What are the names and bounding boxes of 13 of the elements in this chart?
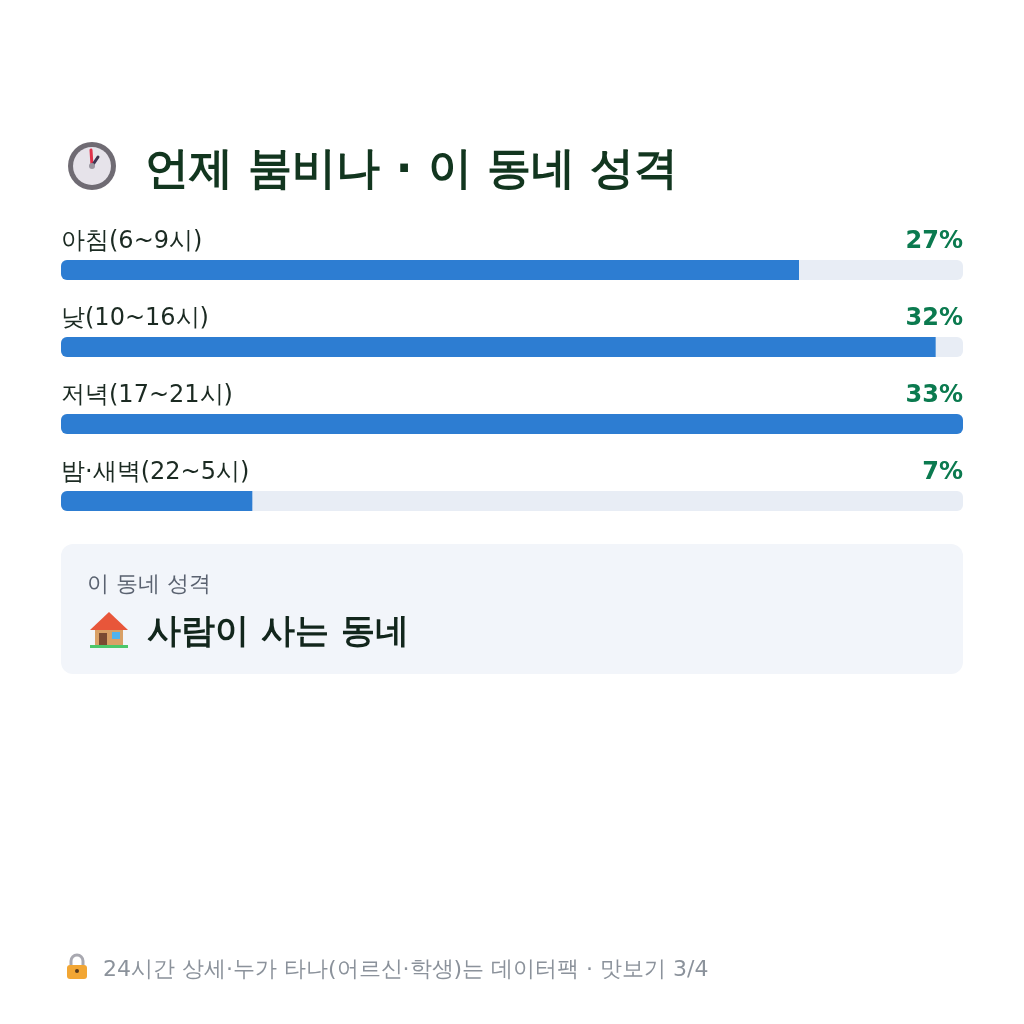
y-tick-label: 아침(6~9시) — [61, 226, 203, 254]
data-label: 33% — [905, 380, 963, 408]
bar — [61, 491, 253, 511]
chart-title: 언제 붐비나 · 이 동네 성격 — [145, 142, 679, 193]
text: 24시간 상세·누가 타나(어르신·학생)는 데이터팩 · 맛보기 3/4 — [103, 956, 709, 981]
data-label: 7% — [922, 457, 963, 485]
y-tick-label: 저녁(17~21시) — [61, 380, 233, 408]
data-label: 32% — [905, 303, 963, 331]
y-tick-label: 밤·새벽(22~5시) — [61, 457, 250, 485]
text: 사람이 사는 동네 — [147, 610, 409, 650]
text: 이 동네 성격 — [87, 571, 211, 596]
y-tick-label: 낮(10~16시) — [61, 303, 209, 331]
data-label: 27% — [905, 226, 963, 254]
